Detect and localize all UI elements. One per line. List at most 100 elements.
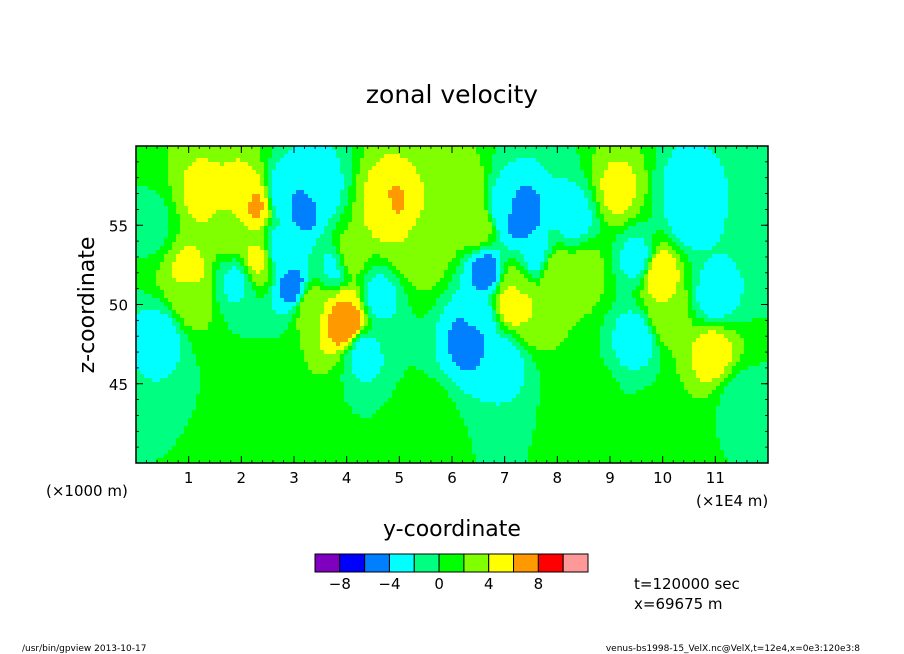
contour-cell xyxy=(692,218,697,223)
contour-cell xyxy=(248,154,253,159)
contour-cell xyxy=(616,214,621,219)
contour-cell xyxy=(320,154,325,159)
contour-cell xyxy=(496,162,501,167)
contour-cell xyxy=(296,218,301,223)
contour-cell xyxy=(236,210,241,215)
contour-cell xyxy=(496,194,501,199)
contour-cell xyxy=(408,250,413,255)
contour-cell xyxy=(564,238,569,243)
contour-cell xyxy=(372,182,377,187)
contour-cell xyxy=(364,174,369,179)
contour-cell xyxy=(456,202,461,207)
contour-cell xyxy=(256,178,261,183)
contour-cell xyxy=(596,266,601,271)
contour-cell xyxy=(324,210,329,215)
contour-cell xyxy=(608,202,613,207)
contour-cell xyxy=(200,158,205,163)
contour-cell xyxy=(528,250,533,255)
contour-cell xyxy=(544,198,549,203)
contour-cell xyxy=(704,178,709,183)
contour-cell xyxy=(696,150,701,155)
contour-cell xyxy=(388,230,393,235)
contour-cell xyxy=(312,242,317,247)
contour-cell xyxy=(156,258,161,263)
contour-cell xyxy=(652,246,657,251)
contour-cell xyxy=(732,262,737,267)
contour-cell xyxy=(416,230,421,235)
contour-cell xyxy=(264,258,269,263)
contour-cell xyxy=(612,226,617,231)
contour-cell xyxy=(204,158,209,163)
contour-cell xyxy=(488,202,493,207)
contour-cell xyxy=(616,262,621,267)
contour-cell xyxy=(296,158,301,163)
contour-cell xyxy=(344,266,349,271)
contour-cell xyxy=(420,190,425,195)
contour-cell xyxy=(532,150,537,155)
contour-cell xyxy=(708,234,713,239)
contour-cell xyxy=(164,246,169,251)
contour-cell xyxy=(524,198,529,203)
contour-cell xyxy=(704,206,709,211)
contour-cell xyxy=(172,178,177,183)
contour-cell xyxy=(144,254,149,259)
contour-cell xyxy=(756,146,761,151)
contour-cell xyxy=(640,158,645,163)
contour-cell xyxy=(740,242,745,247)
contour-cell xyxy=(620,146,625,151)
contour-cell xyxy=(152,166,157,171)
contour-cell xyxy=(500,178,505,183)
contour-cell xyxy=(276,270,281,275)
contour-cell xyxy=(244,162,249,167)
contour-cell xyxy=(484,190,489,195)
contour-cell xyxy=(224,202,229,207)
contour-cell xyxy=(672,226,677,231)
contour-cell xyxy=(604,230,609,235)
contour-cell xyxy=(208,234,213,239)
contour-cell xyxy=(240,158,245,163)
contour-cell xyxy=(396,234,401,239)
contour-cell xyxy=(472,258,477,263)
contour-cell xyxy=(228,234,233,239)
contour-cell xyxy=(684,262,689,267)
contour-cell xyxy=(584,258,589,263)
contour-cell xyxy=(716,234,721,239)
contour-cell xyxy=(752,226,757,231)
contour-cell xyxy=(604,242,609,247)
contour-cell xyxy=(360,174,365,179)
contour-cell xyxy=(208,178,213,183)
contour-cell xyxy=(300,178,305,183)
contour-cell xyxy=(200,226,205,231)
contour-cell xyxy=(748,266,753,271)
contour-cell xyxy=(484,222,489,227)
contour-cell xyxy=(256,262,261,267)
contour-cell xyxy=(188,266,193,271)
contour-cell xyxy=(476,250,481,255)
contour-cell xyxy=(720,258,725,263)
contour-cell xyxy=(328,222,333,227)
contour-cell xyxy=(396,270,401,275)
contour-cell xyxy=(412,210,417,215)
contour-cell xyxy=(356,246,361,251)
contour-cell xyxy=(180,198,185,203)
contour-cell xyxy=(296,202,301,207)
contour-cell xyxy=(752,170,757,175)
contour-cell xyxy=(700,186,705,191)
contour-cell xyxy=(600,214,605,219)
contour-cell xyxy=(388,246,393,251)
contour-cell xyxy=(192,162,197,167)
contour-cell xyxy=(560,266,565,271)
contour-cell xyxy=(320,226,325,231)
contour-cell xyxy=(508,170,513,175)
contour-cell xyxy=(424,154,429,159)
contour-cell xyxy=(552,182,557,187)
contour-cell xyxy=(752,162,757,167)
contour-cell xyxy=(328,246,333,251)
contour-cell xyxy=(424,158,429,163)
contour-cell xyxy=(476,158,481,163)
contour-cell xyxy=(504,182,509,187)
contour-cell xyxy=(616,206,621,211)
contour-cell xyxy=(612,222,617,227)
contour-cell xyxy=(636,254,641,259)
contour-cell xyxy=(292,178,297,183)
